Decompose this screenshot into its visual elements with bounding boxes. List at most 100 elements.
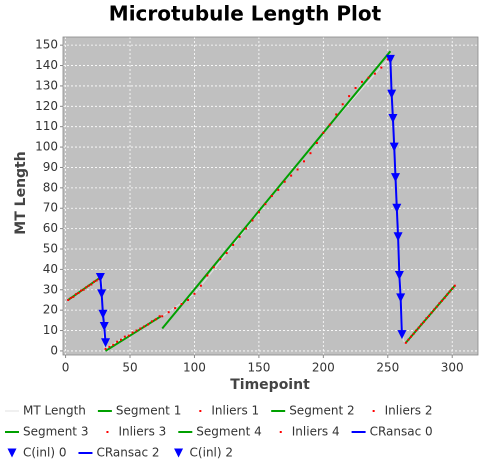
inlier-point [367,76,370,79]
inlier-point [112,343,115,346]
legend-label: Inliers 1 [211,404,259,418]
inlier-point [348,95,351,98]
inlier-point [187,298,190,301]
legend-item: Segment 4 [178,425,262,439]
inlier-point [161,315,164,318]
y-tick-label: 60 [43,221,58,235]
inlier-point [453,284,456,287]
inlier-point [127,334,130,337]
x-tick-label: 300 [441,361,464,375]
triangle-point [98,309,108,319]
triangle-point [101,338,111,348]
inlier-point [174,307,177,310]
legend-symbol [106,431,109,433]
y-tick-label: 70 [43,201,58,215]
inlier-point [373,72,376,75]
legend-item: CRansac 0 [351,425,433,439]
inlier-point [335,113,338,116]
inlier-point [180,303,183,306]
inlier-point [104,347,107,350]
legend-item: CRansac 2 [78,446,160,460]
inlier-point [451,287,454,290]
x-tick-label: 50 [122,361,137,375]
inlier-point [87,284,90,287]
y-tick-label: 0 [50,343,58,357]
inlier-point [264,203,267,206]
inlier-point [412,332,415,335]
inlier-point [238,235,241,238]
inlier-point [251,219,254,222]
inlier-point [72,295,75,298]
inlier-point [425,317,428,320]
legend-label: CRansac 0 [370,425,433,439]
legend-item: Segment 2 [271,404,355,418]
inlier-point [341,103,344,106]
legend-label: CRansac 2 [96,446,159,460]
inlier-point [116,340,119,343]
inlier-point [296,168,299,171]
legend-item: Inliers 2 [372,404,433,418]
x-tick-label: 200 [312,361,335,375]
inlier-point [74,293,77,296]
y-tick-label: 90 [43,160,58,174]
legend-label: Inliers 4 [292,425,340,439]
y-tick-label: 130 [35,78,58,92]
inlier-point [417,326,420,329]
inlier-point [440,299,443,302]
inlier-point [119,338,122,341]
y-tick-label: 10 [43,323,58,337]
y-tick-label: 100 [35,140,58,154]
legend-label: Segment 3 [23,425,88,439]
inlier-point [95,279,98,282]
y-tick-label: 110 [35,119,58,133]
inlier-point [245,227,248,230]
legend-symbol [372,410,375,412]
legend-label: C(inl) 0 [23,446,66,460]
inlier-point [167,311,170,314]
inlier-point [212,266,215,269]
inlier-point [108,345,111,348]
inlier-point [409,335,412,338]
inlier-point [143,325,146,328]
inlier-point [438,302,441,305]
triangle-point [389,142,399,152]
legend-label: Inliers 2 [385,404,433,418]
triangle-point [391,173,401,183]
triangle-point [392,203,402,213]
triangle-point [99,321,109,331]
legend-symbol [279,431,282,433]
inlier-point [448,290,451,293]
series-line [389,59,403,335]
x-tick-label: 0 [62,361,70,375]
triangle-point [95,273,105,283]
legend-item: C(inl) 2 [174,446,233,460]
inlier-point [303,160,306,163]
y-tick-label: 30 [43,282,58,296]
inlier-point [290,174,293,177]
x-tick-label: 100 [183,361,206,375]
inlier-point [67,298,70,301]
inlier-point [219,258,222,261]
inlier-point [90,283,93,286]
inlier-point [154,318,157,321]
inlier-point [354,86,357,89]
inlier-point [92,280,95,283]
inlier-point [158,315,161,318]
triangle-point [397,330,407,340]
legend-item: Inliers 4 [279,425,340,439]
y-tick-label: 150 [35,38,58,52]
inlier-point [270,195,273,197]
inlier-point [315,142,318,144]
legend-symbol [174,448,184,458]
series-line [161,50,392,330]
inlier-point [328,123,331,126]
y-tick-label: 140 [35,58,58,72]
legend-symbol [199,410,202,412]
x-axis-label: Timepoint [230,377,310,393]
inlier-point [206,274,209,277]
inlier-point [69,296,72,299]
y-tick-label: 50 [43,242,58,256]
triangle-point [387,89,397,99]
triangle-point [385,54,395,64]
